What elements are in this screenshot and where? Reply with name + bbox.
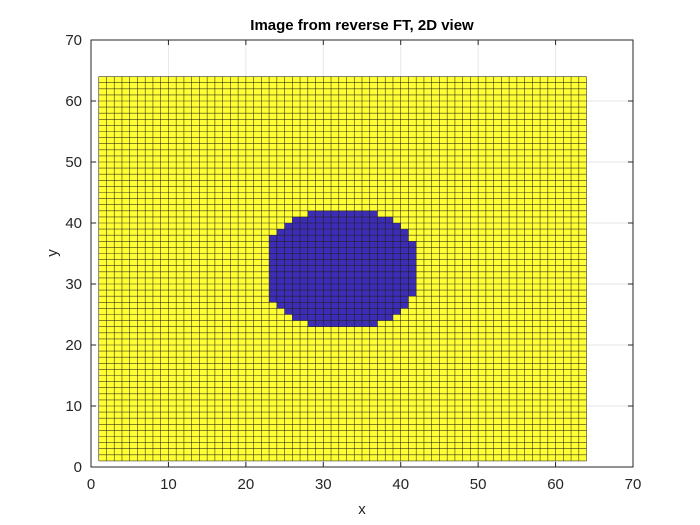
shape-row	[269, 260, 416, 266]
x-tick-label: 30	[315, 476, 332, 493]
axes: 0 10 20 30 40 50 60 70 0 10 20 30 40 50 60 70	[65, 32, 641, 493]
x-tick-label: 20	[238, 476, 255, 493]
shape-row	[277, 229, 409, 235]
y-tick-label: 70	[65, 32, 82, 49]
shape-row	[285, 223, 401, 229]
shape-row	[269, 254, 416, 260]
chart-title: Image from reverse FT, 2D view	[250, 17, 474, 34]
shape-row	[269, 284, 416, 290]
y-axis-label: y	[44, 249, 61, 257]
x-tick-label: 70	[625, 476, 642, 493]
shape-row	[269, 272, 416, 278]
y-tick-label: 50	[65, 154, 82, 171]
y-tick-label: 10	[65, 398, 82, 415]
shape-row	[269, 247, 416, 253]
y-tick-label: 40	[65, 215, 82, 232]
x-tick-label: 40	[392, 476, 409, 493]
y-tick-label: 20	[65, 337, 82, 354]
shape-row	[292, 315, 393, 321]
shape-row	[277, 302, 409, 308]
shape-row	[285, 308, 401, 314]
x-tick-label: 60	[547, 476, 564, 493]
x-tick-label: 10	[160, 476, 177, 493]
shape-row	[308, 321, 378, 327]
y-tick-label: 60	[65, 93, 82, 110]
x-tick-label: 50	[470, 476, 487, 493]
shape-row	[308, 211, 378, 217]
y-tick-label: 0	[74, 459, 82, 476]
x-axis-label: x	[358, 501, 366, 518]
x-tick-label: 0	[87, 476, 95, 493]
shape-row	[269, 241, 416, 247]
y-tick-label: 30	[65, 276, 82, 293]
shape-row	[292, 217, 393, 223]
shape-row	[269, 278, 416, 284]
heatmap-surface	[99, 77, 587, 461]
shape-row	[269, 266, 416, 272]
shape-row	[269, 290, 416, 296]
